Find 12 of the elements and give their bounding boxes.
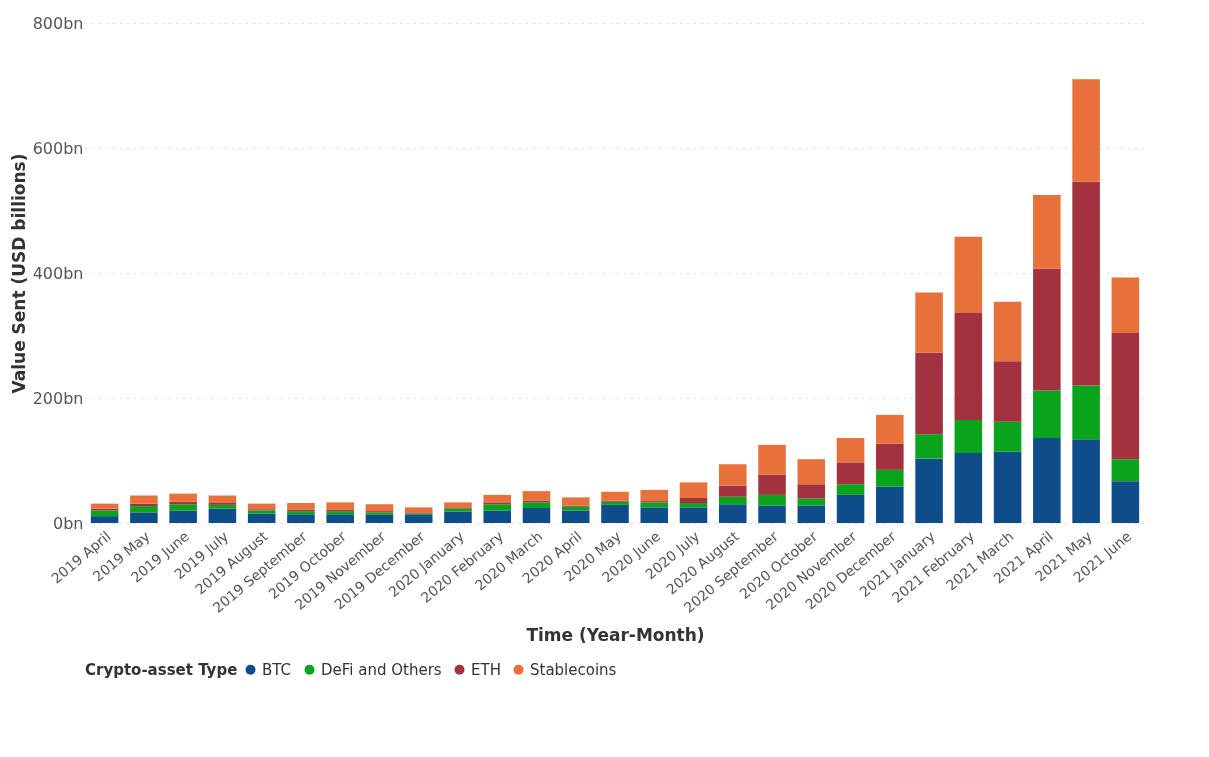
y-tick-label: 800bn	[32, 13, 84, 33]
legend-title: Crypto-asset Type	[85, 661, 238, 679]
y-tick-label: 0bn	[53, 513, 84, 533]
y-tick-label: 600bn	[32, 138, 84, 158]
x-axis-title: Time (Year-Month)	[526, 624, 705, 645]
y-tick-label: 200bn	[32, 388, 84, 408]
y-axis-title: Value Sent (USD billions)	[8, 153, 29, 394]
y-tick-label: 400bn	[32, 263, 84, 283]
legend-label: DeFi and Others	[321, 660, 442, 679]
legend-label: ETH	[471, 660, 501, 679]
legend-label: BTC	[262, 660, 292, 679]
legend-label: Stablecoins	[530, 660, 617, 679]
